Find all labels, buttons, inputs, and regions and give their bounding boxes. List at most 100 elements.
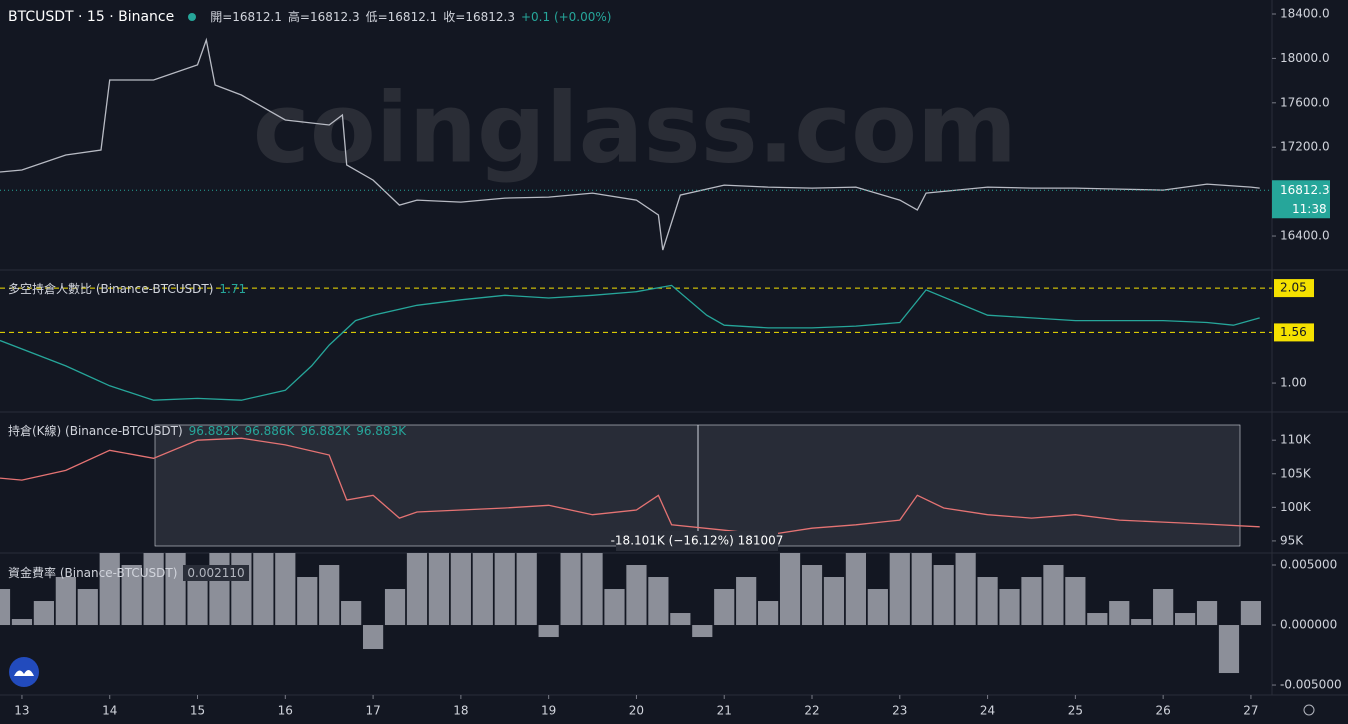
bar [1218, 625, 1240, 674]
bar [1196, 601, 1218, 626]
bar [1131, 619, 1152, 626]
bar [538, 625, 559, 638]
bar [779, 553, 801, 626]
bar [560, 553, 581, 626]
bar [253, 553, 274, 626]
bar [1153, 589, 1174, 626]
bar [1021, 577, 1042, 626]
y-tick-label: -0.005000 [1280, 678, 1342, 692]
bar [11, 619, 33, 626]
bar [121, 565, 142, 626]
bar [604, 589, 625, 626]
bar [494, 553, 515, 626]
logo[interactable] [9, 657, 39, 687]
y-tick-label: 17600.0 [1280, 95, 1330, 109]
legend-value: 1.71 [219, 281, 247, 296]
x-tick-label: 21 [717, 704, 732, 718]
last-price-label: 16812.3 [1280, 183, 1330, 197]
bar [648, 577, 669, 626]
x-tick-label: 16 [278, 704, 293, 718]
series-line [0, 37, 1260, 251]
bar [516, 553, 537, 626]
bar [933, 565, 954, 626]
x-tick-label: 22 [804, 704, 819, 718]
y-tick-label: 18000.0 [1280, 51, 1330, 65]
x-tick-label: 15 [190, 704, 205, 718]
ohlc: 高=16812.3 [287, 10, 360, 24]
series-line [0, 437, 1260, 536]
bar [1043, 565, 1064, 626]
bar [801, 565, 823, 626]
watermark: coinglass.com [253, 72, 1017, 184]
bar [0, 589, 11, 626]
status-dot [188, 12, 197, 21]
x-tick-label: 20 [629, 704, 644, 718]
y-tick-label: 0.005000 [1280, 558, 1337, 572]
y-tick-label: 95K [1280, 533, 1304, 547]
bar [736, 577, 757, 626]
x-tick-label: 17 [365, 704, 380, 718]
y-tick-label: 105K [1280, 466, 1312, 480]
legend-value: 96.882K [300, 423, 351, 438]
legend-title: 多空持倉人數比 (Binance-BTCUSDT) [8, 282, 214, 296]
y-tick-label: 16400.0 [1280, 229, 1330, 243]
symbol: BTCUSDT · 15 · Binance [8, 8, 175, 25]
ref-badge [1274, 279, 1314, 298]
legend-price: BTCUSDT · 15 · Binance 開=16812.1 高=16812… [8, 8, 611, 25]
bar [999, 589, 1020, 626]
bar [845, 553, 866, 626]
bar [55, 577, 76, 626]
legend-value: 96.883K [356, 423, 407, 438]
bar [582, 553, 603, 626]
bar [889, 553, 910, 626]
settings-icon[interactable] [1303, 704, 1315, 716]
countdown: 11:38 [1292, 202, 1327, 216]
bar [911, 553, 932, 626]
legend-value: 96.886K [244, 423, 295, 438]
bar [626, 565, 647, 626]
series-line [0, 284, 1260, 401]
bar [384, 589, 406, 626]
bar [297, 577, 318, 626]
logo-mark [14, 669, 34, 676]
legend-value: 0.002110 [183, 564, 249, 581]
bar [823, 577, 845, 626]
bar [341, 601, 362, 626]
legend-oi: 持倉(K線) (Binance-BTCUSDT) 96.882K 96.886K… [8, 422, 406, 439]
x-tick-label: 25 [1068, 704, 1083, 718]
bar [1240, 601, 1262, 626]
bar [143, 553, 164, 626]
y-tick-label: 18400.0 [1280, 6, 1330, 20]
x-tick-label: 27 [1243, 704, 1258, 718]
legend-title: 持倉(K線) (Binance-BTCUSDT) [8, 424, 183, 438]
x-tick-label: 13 [14, 704, 29, 718]
measure-label-bg [616, 531, 778, 551]
ohlc: 收=16812.3 [443, 10, 515, 24]
bar [165, 553, 186, 626]
measure-label: -18.101K (−16.12%) 181007 [611, 534, 784, 548]
bar [472, 553, 493, 626]
legend-ratio: 多空持倉人數比 (Binance-BTCUSDT) 1.71 [8, 280, 246, 297]
bar [450, 553, 471, 626]
bar [99, 553, 120, 626]
x-tick-label: 18 [453, 704, 468, 718]
bar [1087, 613, 1108, 626]
y-tick-label: 17200.0 [1280, 140, 1330, 154]
bar [670, 613, 691, 626]
ohlc: 低=16812.1 [365, 10, 438, 24]
ref-badge [1274, 323, 1314, 342]
ohlc: 開=16812.1 [210, 10, 282, 24]
bar [33, 601, 54, 626]
bar [1065, 577, 1086, 626]
y-tick-label: 110K [1280, 433, 1312, 447]
change: +0.1 (+0.00%) [520, 9, 612, 24]
x-tick-label: 26 [1156, 704, 1171, 718]
bar [955, 553, 976, 626]
x-tick-label: 23 [892, 704, 907, 718]
x-tick-label: 19 [541, 704, 556, 718]
bar [714, 589, 735, 626]
bar [428, 553, 450, 626]
